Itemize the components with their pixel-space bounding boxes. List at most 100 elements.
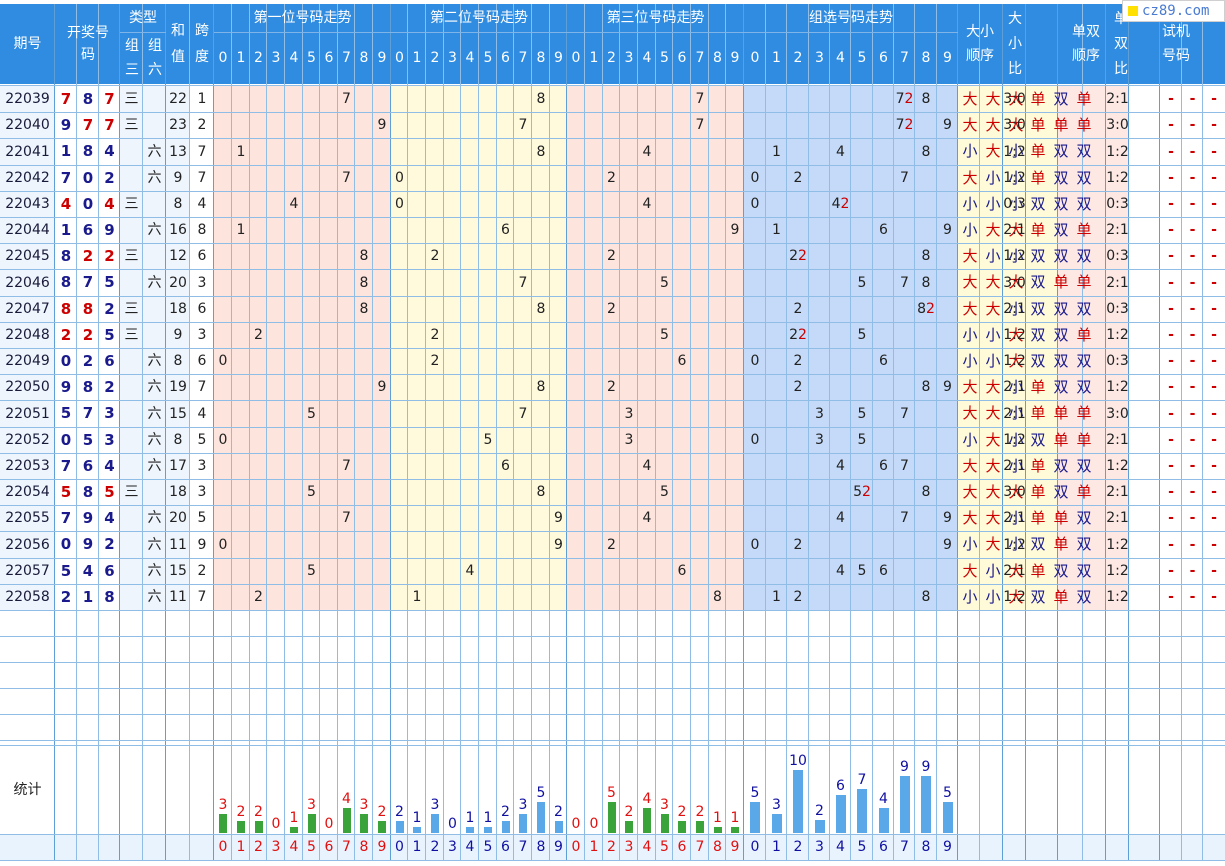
pos3-footer-digit: 0 <box>571 839 581 855</box>
big-small-cell: 大 <box>985 404 1001 422</box>
pos1-footer-digit: 2 <box>254 839 263 855</box>
draw-digit: 7 <box>60 508 72 527</box>
big-small-cell: 小 <box>1008 194 1024 213</box>
trend-number: 6 <box>501 222 510 238</box>
issue-cell: 22050 <box>5 379 50 395</box>
span-cell: 6 <box>197 248 207 264</box>
group-stat-bar <box>771 814 782 833</box>
trend-number: 2 <box>430 327 440 343</box>
trend-number: 2 <box>607 379 616 395</box>
column-divider <box>850 4 851 860</box>
pos3-footer-digit: 5 <box>660 839 669 855</box>
column-divider <box>1025 4 1026 860</box>
row-divider <box>0 662 1225 663</box>
pos1-stat-bar <box>254 820 263 833</box>
odd-even-cell: 双 <box>1076 168 1092 187</box>
span-cell: 3 <box>197 274 207 291</box>
draw-digit: 9 <box>60 115 72 134</box>
odd-even-cell: 双 <box>1076 351 1092 370</box>
pos1-stat-bar <box>307 814 316 833</box>
group-stat-value: 4 <box>879 790 888 807</box>
test-number: - <box>1168 196 1174 212</box>
sum-cell: 8 <box>173 196 183 212</box>
group-number: 7 <box>900 170 909 186</box>
pos3-stat-bar <box>643 808 651 833</box>
draw-digit: 2 <box>104 246 115 265</box>
trend-number: 2 <box>607 248 616 264</box>
pos2-stat-bar <box>395 820 404 833</box>
group-number: 9 <box>943 379 952 395</box>
type-cell: 三 <box>124 91 139 107</box>
test-number: - <box>1168 222 1174 238</box>
odd-even-cell: 单 <box>1053 273 1069 291</box>
draw-digit: 7 <box>60 89 72 108</box>
odd-even-cell: 双 <box>1053 377 1069 396</box>
trend-number: 8 <box>536 484 546 500</box>
test-number: - <box>1168 327 1174 343</box>
trend-number: 7 <box>518 274 528 291</box>
draw-digit: 1 <box>82 587 94 606</box>
column-divider <box>54 4 55 860</box>
draw-digit: 2 <box>82 325 94 344</box>
trend-number: 4 <box>642 510 652 526</box>
group-number: 6 <box>879 458 888 474</box>
repeat-count: 2 <box>862 484 871 500</box>
trend-number: 8 <box>359 301 369 317</box>
pos1-footer-digit: 8 <box>359 839 369 855</box>
trend-number: 7 <box>695 91 705 107</box>
column-divider <box>284 4 285 860</box>
type-cell: 六 <box>147 353 162 369</box>
odd-even-cell: 单 <box>1076 220 1092 239</box>
draw-digit: 8 <box>82 482 94 501</box>
odd-even-cell: 双 <box>1053 325 1069 344</box>
pos2-digit-header: 7 <box>518 50 528 66</box>
trend-number: 7 <box>518 405 528 422</box>
group-number: 7 <box>900 510 909 526</box>
trend-number: 6 <box>677 353 687 369</box>
big-small-cell: 大 <box>962 456 978 475</box>
issue-cell: 22044 <box>5 222 50 238</box>
site-logo[interactable]: cz89.com <box>1122 0 1225 22</box>
trend-number: 8 <box>359 248 369 264</box>
group-digit-header: 3 <box>815 50 824 66</box>
big-small-cell: 小 <box>1008 168 1024 187</box>
group-number: 8 <box>921 484 931 500</box>
pos3-digit-header: 9 <box>730 50 740 66</box>
sum-cell: 11 <box>169 536 187 553</box>
group-stat-value: 6 <box>836 778 845 795</box>
pos2-stat-bar <box>554 820 563 833</box>
draw-digit: 4 <box>82 561 94 580</box>
pos2-stat-value: 1 <box>412 809 422 826</box>
column-divider <box>672 4 673 860</box>
draw-digit: 4 <box>104 142 115 160</box>
span-cell: 7 <box>197 170 207 186</box>
odd-even-cell: 双 <box>1053 220 1069 239</box>
trend-number: 5 <box>660 484 669 500</box>
span-cell: 8 <box>197 222 207 238</box>
test-number: - <box>1189 248 1196 264</box>
pos2-digit-header: 1 <box>412 50 422 66</box>
header-bar <box>0 4 1225 84</box>
test-number: - <box>1189 91 1196 107</box>
draw-digit: 0 <box>60 430 72 449</box>
big-small-cell: 小 <box>985 561 1001 580</box>
column-divider <box>231 4 232 860</box>
odd-even-ratio-cell: 1:2 <box>1106 458 1129 474</box>
trend-number: 3 <box>624 432 634 448</box>
span-header: 跨度 <box>195 23 209 65</box>
issue-cell: 22052 <box>5 432 50 448</box>
big-small-cell: 大 <box>985 142 1001 160</box>
pos1-stat-value: 0 <box>271 816 281 832</box>
big-small-cell: 大 <box>1008 325 1024 344</box>
big-small-cell: 小 <box>1008 404 1024 422</box>
odd-even-cell: 单 <box>1053 587 1069 606</box>
odd-even-cell: 单 <box>1030 377 1046 396</box>
row-divider <box>0 138 1225 139</box>
draw-digit: 9 <box>60 377 72 396</box>
repeat-count: 2 <box>798 248 807 264</box>
row-divider <box>0 322 1225 323</box>
draw-digit: 7 <box>104 89 115 108</box>
big-small-ratio-cell: 1:2 <box>1003 143 1026 160</box>
sum-cell: 11 <box>169 589 187 605</box>
odd-even-ratio-cell: 3:0 <box>1106 117 1129 133</box>
